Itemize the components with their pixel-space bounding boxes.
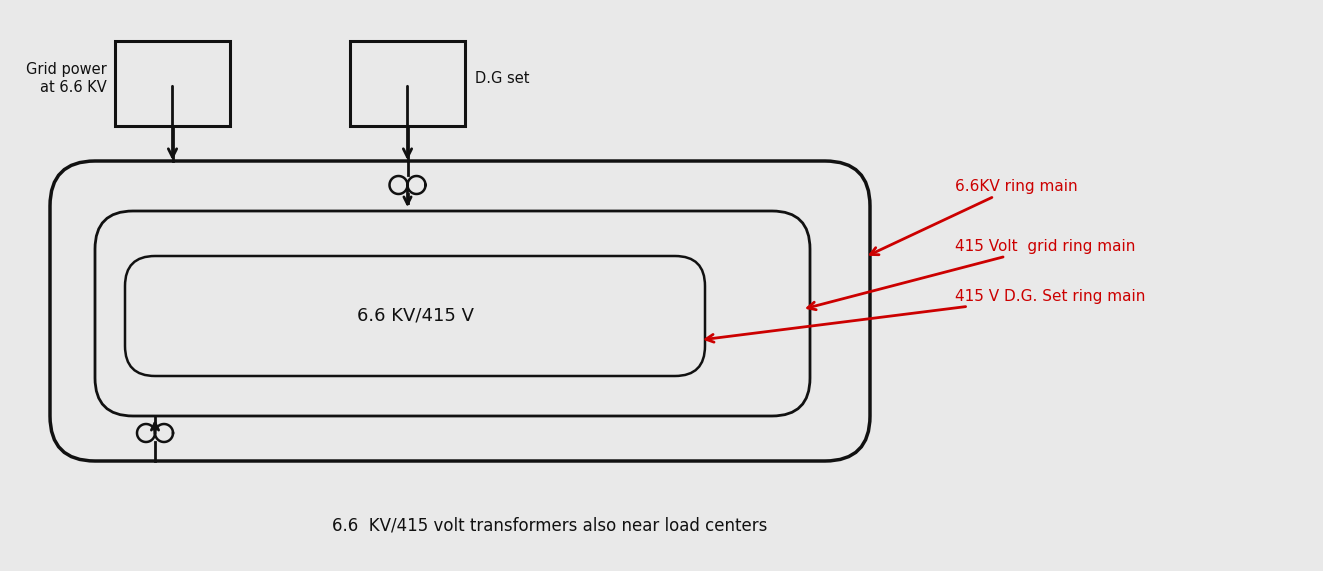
Text: 6.6 KV/415 V: 6.6 KV/415 V xyxy=(356,307,474,325)
FancyBboxPatch shape xyxy=(351,41,464,126)
Text: D.G set: D.G set xyxy=(475,71,529,86)
Text: 6.6  KV/415 volt transformers also near load centers: 6.6 KV/415 volt transformers also near l… xyxy=(332,517,767,535)
Text: Grid power
at 6.6 KV: Grid power at 6.6 KV xyxy=(26,62,107,95)
FancyBboxPatch shape xyxy=(95,211,810,416)
FancyBboxPatch shape xyxy=(124,256,705,376)
Text: 415 V D.G. Set ring main: 415 V D.G. Set ring main xyxy=(706,288,1146,342)
Text: 415 Volt  grid ring main: 415 Volt grid ring main xyxy=(808,239,1135,309)
FancyBboxPatch shape xyxy=(50,161,871,461)
Text: 6.6KV ring main: 6.6KV ring main xyxy=(871,179,1078,255)
FancyBboxPatch shape xyxy=(115,41,230,126)
